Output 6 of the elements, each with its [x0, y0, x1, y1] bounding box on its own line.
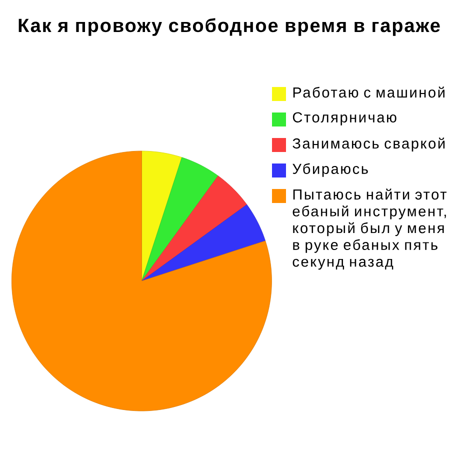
- chart-title: Как я провожу свободное время в гараже: [18, 18, 440, 36]
- legend-label: Занимаюсь сваркой: [292, 138, 445, 152]
- legend-label: Работаю с машиной: [293, 86, 444, 98]
- legend-label: Пытаюсь найти этот ебаный инструмент, который был у меня в руке ебаных пять секунд назад: [292, 188, 447, 270]
- legend-label: Столярничаю: [292, 112, 396, 126]
- legend-label: Убираюсь: [292, 163, 368, 177]
